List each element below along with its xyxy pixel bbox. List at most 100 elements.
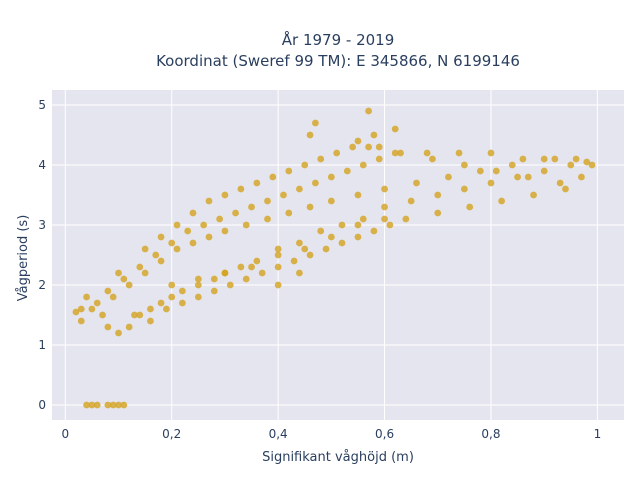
data-point bbox=[194, 293, 202, 301]
data-point bbox=[264, 197, 271, 205]
data-point bbox=[163, 305, 170, 313]
data-point bbox=[157, 299, 165, 307]
data-point bbox=[285, 209, 293, 217]
data-point bbox=[93, 401, 101, 409]
data-point bbox=[173, 245, 181, 253]
data-point bbox=[487, 149, 495, 157]
data-point bbox=[402, 215, 410, 223]
data-point bbox=[460, 185, 468, 193]
data-point bbox=[205, 233, 213, 241]
data-point bbox=[136, 311, 144, 319]
y-tick-label: 2 bbox=[38, 278, 46, 292]
data-point bbox=[365, 143, 372, 151]
data-point bbox=[280, 191, 287, 199]
x-tick-label: 0,6 bbox=[375, 427, 394, 441]
y-tick-label: 4 bbox=[38, 158, 46, 172]
data-point bbox=[354, 191, 362, 199]
data-point bbox=[141, 269, 149, 277]
data-point bbox=[498, 197, 506, 205]
data-point bbox=[530, 191, 537, 199]
data-point bbox=[397, 149, 404, 157]
data-point bbox=[381, 185, 388, 193]
data-point bbox=[237, 263, 245, 271]
data-point bbox=[274, 263, 282, 271]
data-point bbox=[120, 275, 128, 283]
data-point bbox=[413, 179, 420, 187]
data-point bbox=[306, 131, 314, 139]
data-point bbox=[567, 161, 575, 169]
data-point bbox=[338, 239, 346, 247]
x-tick-label: 0,2 bbox=[162, 427, 181, 441]
data-point bbox=[83, 293, 90, 301]
data-point bbox=[354, 137, 362, 145]
data-point bbox=[248, 263, 255, 271]
data-point bbox=[301, 245, 309, 253]
data-point bbox=[540, 167, 548, 175]
data-point bbox=[194, 275, 202, 283]
data-point bbox=[349, 143, 357, 151]
data-point bbox=[306, 251, 314, 259]
data-point bbox=[205, 197, 213, 205]
data-point bbox=[562, 185, 569, 193]
data-point bbox=[232, 209, 239, 217]
data-point bbox=[147, 317, 154, 325]
data-point bbox=[200, 221, 208, 229]
x-tick-label: 0,8 bbox=[481, 427, 500, 441]
data-point bbox=[269, 173, 277, 181]
data-point bbox=[147, 305, 154, 313]
data-point bbox=[242, 221, 250, 229]
data-point bbox=[109, 293, 117, 301]
y-tick-label: 5 bbox=[38, 98, 46, 112]
data-point bbox=[434, 209, 442, 217]
data-point bbox=[88, 305, 96, 313]
data-point bbox=[290, 257, 298, 265]
data-point bbox=[274, 245, 282, 253]
data-point bbox=[152, 251, 160, 259]
data-point bbox=[237, 185, 245, 193]
plot-area bbox=[52, 90, 624, 420]
data-point bbox=[115, 401, 122, 409]
data-point bbox=[253, 257, 261, 265]
data-point bbox=[578, 173, 585, 181]
data-point bbox=[77, 317, 85, 325]
data-point bbox=[466, 203, 474, 211]
x-axis-label: Signifikant våghöjd (m) bbox=[262, 450, 414, 465]
x-tick-labels: 0 0,2 0,4 0,6 0,8 1 bbox=[61, 427, 601, 441]
data-point bbox=[194, 281, 202, 289]
data-point bbox=[423, 149, 431, 157]
data-point bbox=[77, 305, 85, 313]
data-point bbox=[455, 149, 463, 157]
data-point bbox=[285, 167, 293, 175]
data-point bbox=[72, 308, 80, 316]
y-tick-labels: 0 1 2 3 4 5 bbox=[38, 98, 46, 412]
data-point bbox=[178, 287, 186, 295]
x-tick-label: 0,4 bbox=[269, 427, 288, 441]
data-point bbox=[311, 179, 319, 187]
chart-title-line-1: År 1979 - 2019 bbox=[282, 30, 395, 49]
data-point bbox=[274, 281, 282, 289]
data-point bbox=[370, 131, 378, 139]
data-point bbox=[386, 221, 394, 229]
data-point bbox=[120, 401, 128, 409]
data-point bbox=[429, 155, 436, 163]
data-point bbox=[514, 173, 521, 181]
data-point bbox=[168, 239, 176, 247]
data-point bbox=[306, 203, 314, 211]
data-point bbox=[327, 173, 335, 181]
data-point bbox=[99, 311, 106, 319]
data-point bbox=[476, 167, 484, 175]
data-point bbox=[216, 215, 224, 223]
data-point bbox=[157, 257, 165, 265]
data-point bbox=[258, 269, 266, 277]
data-point bbox=[365, 107, 372, 115]
data-point bbox=[125, 281, 133, 289]
x-tick-label: 1 bbox=[594, 427, 602, 441]
x-tick-label: 0 bbox=[61, 427, 69, 441]
data-point bbox=[327, 197, 335, 205]
data-point bbox=[83, 401, 90, 409]
data-point bbox=[445, 173, 452, 181]
data-point bbox=[375, 155, 383, 163]
data-point bbox=[354, 221, 362, 229]
data-point bbox=[338, 221, 346, 229]
